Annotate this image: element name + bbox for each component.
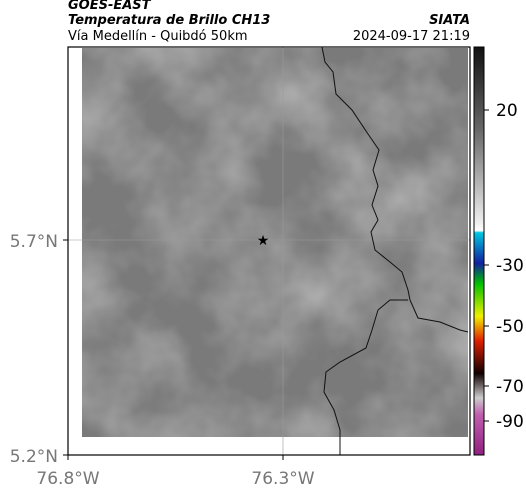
colorbar-ticks: 20 -30 -50 -70 -90: [484, 101, 524, 432]
colorbar-label: -30: [496, 256, 524, 276]
location-star: ★: [257, 233, 270, 249]
lon-label: 76.8°W: [36, 469, 99, 489]
colorbar-label: -50: [496, 317, 524, 337]
region: Vía Medellín - Quibdó 50km: [68, 29, 248, 44]
map-frame: [67, 46, 471, 456]
colorbar-label: 20: [496, 101, 518, 121]
subtitle: Temperatura de Brillo CH13: [68, 13, 270, 28]
boundary: [323, 299, 408, 455]
timestamp: 2024-09-17 21:19: [353, 29, 470, 44]
lat-label: 5.7°N: [10, 232, 58, 252]
lat-label: 5.2°N: [10, 447, 58, 467]
satellite-clouds: [82, 48, 468, 437]
colorbar-label: -70: [496, 377, 524, 397]
colorbar: [473, 46, 485, 456]
lon-label: 76.3°W: [251, 469, 314, 489]
boundary: [321, 46, 469, 333]
colorbar-label: -90: [496, 412, 524, 432]
source: SIATA: [429, 13, 470, 28]
title: GOES-EAST: [68, 0, 152, 13]
